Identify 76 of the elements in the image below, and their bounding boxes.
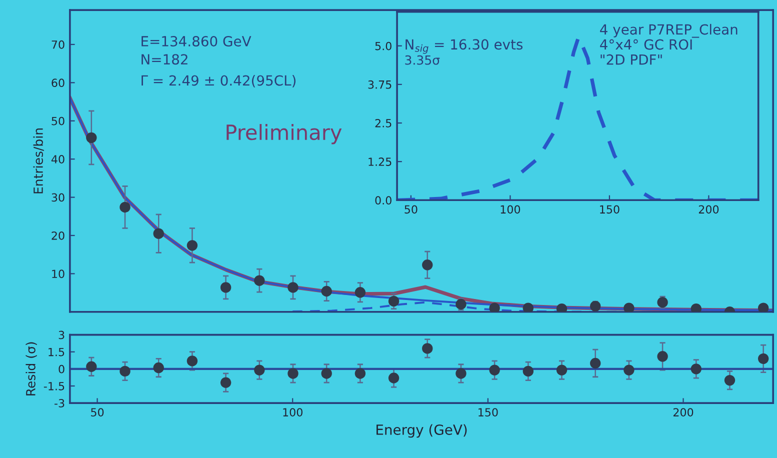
point — [657, 351, 668, 362]
point — [220, 282, 232, 293]
point — [321, 368, 332, 379]
point — [690, 303, 702, 312]
point — [120, 366, 130, 377]
annotation: Γ = 2.49 ± 0.42(95CL) — [142, 74, 296, 88]
point — [590, 358, 601, 369]
annotation: 4°x4° GC ROI — [600, 39, 692, 50]
y-tick-label: 30 — [52, 193, 64, 202]
point — [186, 240, 198, 251]
point — [422, 260, 433, 270]
y-tick-label: 1.25 — [368, 158, 392, 166]
point — [86, 361, 97, 372]
y-tick-label: 0.0 — [375, 196, 392, 205]
point — [354, 368, 366, 379]
y-tick-label: 10 — [52, 270, 64, 278]
point — [522, 302, 534, 312]
point — [153, 228, 164, 239]
point — [422, 343, 433, 354]
point — [254, 364, 265, 376]
point — [388, 296, 400, 307]
x-tick-label: 50 — [404, 205, 418, 214]
y-tick-label: 60 — [52, 78, 64, 88]
y-tick-label: 3.75 — [368, 80, 392, 89]
x-tick-label: 50 — [91, 408, 104, 416]
annotation: 3.35σ — [405, 55, 440, 65]
point — [489, 302, 500, 312]
annotation: Preliminary — [226, 124, 342, 144]
y-tick-label: 50 — [52, 116, 64, 126]
x-tick-label: 100 — [283, 408, 302, 416]
y-axis-title: Entries/bin — [33, 128, 44, 194]
y-tick-label: 5.0 — [375, 42, 392, 50]
point — [690, 364, 702, 374]
y-tick-label: 2.5 — [375, 118, 392, 128]
point — [86, 132, 97, 144]
point — [758, 353, 769, 364]
annotation: N$_{sig}$ = 16.30 evts — [406, 39, 523, 54]
point — [288, 282, 298, 293]
y-tick-label: 20 — [52, 231, 64, 240]
x-tick-label: 150 — [478, 408, 498, 416]
point — [220, 377, 232, 388]
y-tick-label: 0 — [58, 364, 64, 374]
point — [624, 302, 634, 312]
x-tick-label: 100 — [500, 205, 520, 214]
y-tick-label: -1.5 — [44, 382, 64, 390]
point — [186, 356, 198, 366]
annotation: N=182 — [142, 54, 188, 65]
point — [120, 202, 130, 213]
x-tick-label: 200 — [673, 408, 694, 416]
x-tick-label: 150 — [600, 205, 620, 214]
x-tick-label: 200 — [698, 205, 719, 214]
point — [456, 298, 466, 310]
y-tick-label: 3 — [58, 330, 64, 340]
point — [288, 368, 298, 379]
annotation: 4 year P7REP_Clean — [600, 24, 738, 38]
annotation: E=134.860 GeV — [142, 36, 252, 46]
point — [321, 286, 332, 297]
point — [724, 374, 736, 386]
point — [522, 366, 534, 377]
point — [153, 362, 164, 374]
point — [354, 287, 366, 298]
point — [489, 364, 500, 376]
point — [456, 368, 466, 379]
point — [556, 303, 568, 312]
y-axis-title: Resid (σ) — [26, 342, 37, 396]
y-tick-label: 70 — [52, 40, 64, 49]
y-tick-label: 40 — [51, 155, 64, 164]
point — [254, 275, 265, 286]
annotation: "2D PDF" — [600, 54, 662, 65]
point — [556, 364, 568, 376]
point — [624, 364, 634, 376]
y-tick-label: -3 — [54, 399, 64, 408]
y-tick-label: 1.5 — [48, 348, 64, 356]
point — [758, 302, 769, 312]
point — [388, 372, 400, 384]
x-axis-title: Energy (GeV) — [376, 424, 467, 438]
